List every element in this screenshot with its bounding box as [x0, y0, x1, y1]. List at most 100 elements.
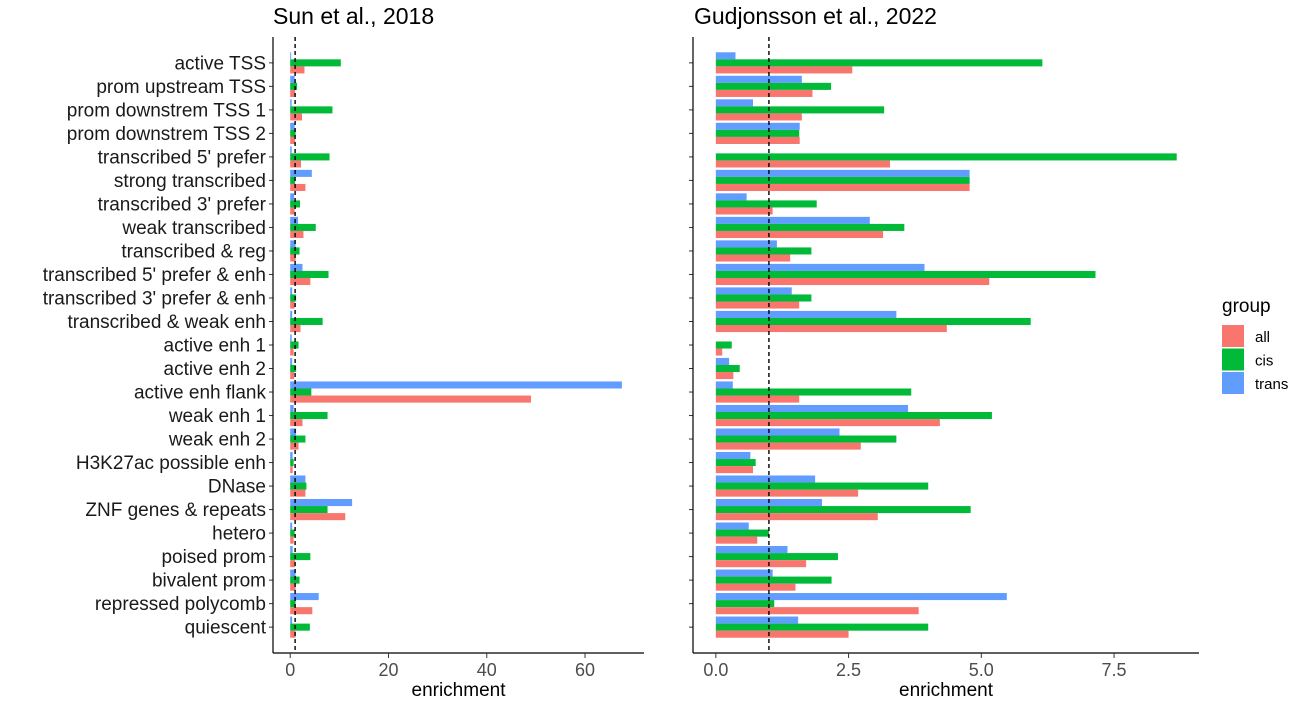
- bar-all-5: [715, 183, 970, 191]
- legend-swatch-trans: [1222, 372, 1244, 394]
- bar-all-16: [715, 442, 861, 450]
- bar-all-9: [290, 277, 311, 286]
- bar-all-4: [715, 160, 890, 168]
- bar-trans-23: [290, 593, 319, 601]
- bar-trans-2: [715, 99, 753, 107]
- bar-cis-23: [290, 600, 296, 608]
- category-label: DNase: [208, 477, 266, 498]
- bar-all-2: [290, 113, 302, 121]
- bar-cis-6: [290, 200, 301, 208]
- bar-cis-21: [290, 553, 311, 561]
- bar-all-17: [290, 466, 293, 474]
- bar-all-6: [290, 207, 295, 215]
- category-label: weak enh 2: [168, 430, 266, 451]
- legend-label-trans: trans: [1255, 376, 1288, 393]
- bar-cis-8: [715, 247, 812, 255]
- bar-cis-2: [715, 106, 885, 114]
- bar-all-7: [715, 230, 884, 239]
- bar-cis-12: [715, 341, 732, 349]
- bar-cis-16: [715, 435, 897, 443]
- category-label: prom downstrem TSS 2: [67, 124, 266, 145]
- bar-trans-6: [290, 193, 295, 201]
- bar-cis-15: [715, 412, 992, 420]
- bar-all-24: [290, 630, 296, 638]
- bar-cis-1: [290, 82, 298, 90]
- bar-all-14: [715, 395, 800, 403]
- bar-all-7: [290, 230, 304, 239]
- bar-all-3: [290, 136, 296, 144]
- bar-cis-2: [290, 106, 333, 114]
- x-tick-label: 5.0: [969, 660, 994, 680]
- bar-cis-23: [715, 600, 775, 608]
- bar-cis-15: [290, 412, 328, 420]
- bar-cis-19: [290, 506, 328, 514]
- bar-trans-8: [290, 240, 296, 248]
- bar-cis-17: [290, 459, 294, 467]
- bar-trans-11: [290, 310, 293, 318]
- bar-cis-14: [290, 388, 312, 396]
- bar-trans-15: [715, 404, 909, 413]
- bar-all-19: [715, 513, 878, 521]
- bar-trans-2: [290, 99, 292, 107]
- bar-all-12: [290, 348, 294, 356]
- x-axis-title-0: enrichment: [412, 680, 507, 701]
- bar-all-15: [715, 419, 940, 427]
- bar-cis-5: [290, 176, 296, 184]
- bar-all-9: [715, 277, 990, 286]
- bar-trans-3: [715, 122, 800, 130]
- bar-all-14: [290, 395, 531, 403]
- category-label: strong transcribed: [114, 171, 266, 192]
- category-label: transcribed 3' prefer: [98, 194, 267, 215]
- category-label: repressed polycomb: [95, 594, 266, 615]
- bar-trans-16: [715, 428, 840, 436]
- bar-trans-13: [290, 357, 293, 365]
- x-tick-label: 7.5: [1102, 660, 1127, 680]
- bar-all-22: [715, 583, 796, 591]
- bar-trans-9: [715, 263, 925, 271]
- bar-cis-16: [290, 435, 306, 443]
- bar-trans-0: [715, 52, 736, 60]
- bar-cis-22: [290, 576, 300, 584]
- panel-title-0: Sun et al., 2018: [273, 3, 434, 29]
- bar-trans-23: [715, 593, 1007, 601]
- bar-all-1: [715, 89, 813, 97]
- bar-cis-9: [715, 270, 1096, 278]
- bar-cis-11: [715, 317, 1031, 326]
- bar-all-11: [290, 325, 301, 333]
- bar-cis-13: [290, 364, 297, 373]
- category-label: weak transcribed: [121, 218, 266, 239]
- category-label: H3K27ac possible enh: [76, 453, 266, 474]
- bar-trans-16: [290, 428, 297, 436]
- bar-trans-9: [290, 263, 303, 271]
- bar-cis-7: [290, 223, 316, 231]
- bar-trans-19: [290, 499, 353, 507]
- bar-cis-18: [715, 482, 929, 490]
- bar-all-11: [715, 325, 947, 333]
- category-label: hetero: [212, 524, 266, 545]
- bar-trans-14: [290, 381, 622, 389]
- bar-trans-7: [715, 216, 870, 224]
- bar-all-8: [715, 254, 791, 262]
- bar-trans-18: [715, 475, 816, 483]
- bar-trans-14: [715, 381, 733, 389]
- legend-label-all: all: [1255, 329, 1270, 346]
- legend-label-cis: cis: [1255, 353, 1273, 370]
- bar-trans-17: [715, 451, 751, 460]
- bar-all-24: [715, 630, 849, 638]
- bar-cis-4: [715, 153, 1177, 161]
- category-label: active enh 2: [164, 359, 266, 380]
- bar-all-20: [290, 536, 294, 544]
- bar-trans-21: [715, 546, 788, 554]
- bar-all-10: [715, 301, 800, 309]
- x-tick-label: 20: [378, 660, 398, 680]
- bar-trans-18: [290, 475, 306, 483]
- bar-all-1: [290, 89, 296, 97]
- category-label: active enh 1: [164, 336, 266, 357]
- bar-trans-21: [290, 546, 293, 554]
- bar-trans-10: [715, 287, 792, 295]
- category-label: quiescent: [185, 618, 267, 639]
- bar-trans-10: [290, 287, 293, 295]
- bar-cis-4: [290, 153, 330, 161]
- bar-trans-11: [715, 310, 897, 318]
